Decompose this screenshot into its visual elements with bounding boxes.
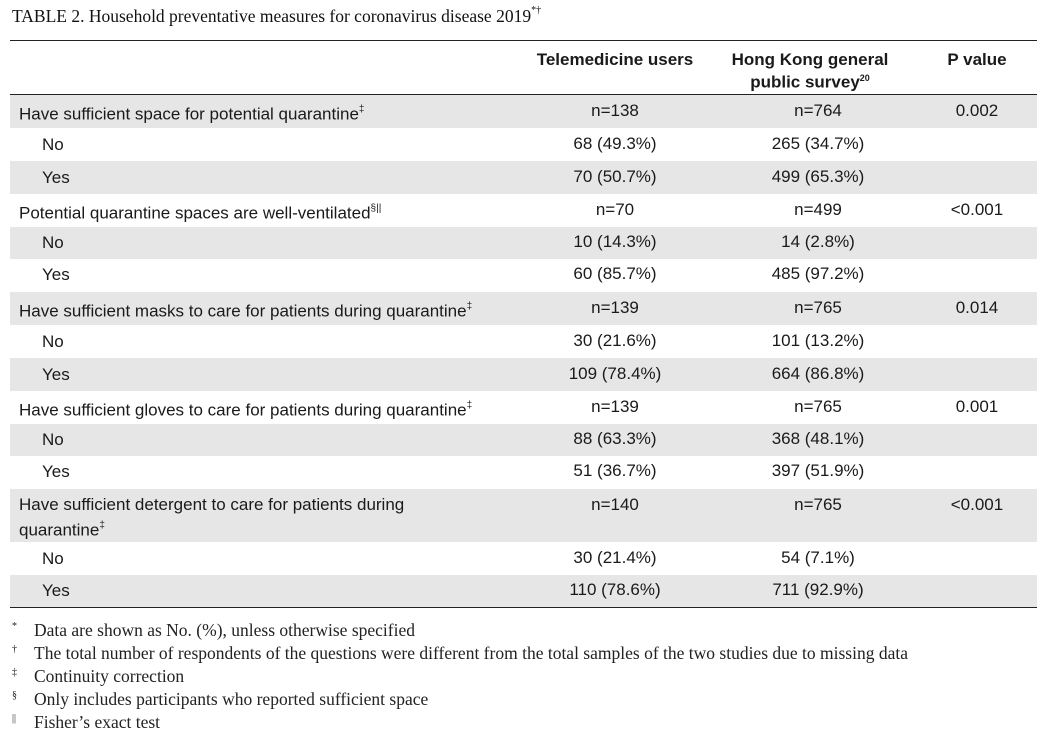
footnote-mark: ||: [12, 713, 17, 724]
cell-hk-survey: 368 (48.1%): [771, 429, 865, 448]
header-hk-line1: Hong Kong general: [731, 50, 889, 69]
table-row: Have sufficient gloves to care for patie…: [10, 391, 1037, 424]
table-row: Potential quarantine spaces are well-ven…: [10, 194, 1037, 227]
row-label: Have sufficient masks to care for patien…: [19, 301, 473, 321]
row-label: No: [42, 430, 64, 449]
table-row: No 30 (21.6%) 101 (13.2%): [10, 325, 1037, 358]
footnote-mark: †: [12, 644, 17, 655]
row-label: Have sufficient detergent to care for pa…: [19, 494, 404, 542]
header-hk-general-public: Hong Kong general public survey20: [712, 50, 908, 92]
table-row: Have sufficient masks to care for patien…: [10, 292, 1037, 325]
row-label: Yes: [42, 365, 70, 384]
footnote-text: Data are shown as No. (%), unless otherw…: [34, 620, 415, 640]
header-telemedicine-users: Telemedicine users: [536, 50, 694, 69]
cell-hk-survey: 265 (34.7%): [771, 134, 865, 153]
cell-telemedicine: 109 (78.4%): [568, 364, 662, 383]
bottom-rule: [10, 607, 1037, 608]
cell-telemedicine: 51 (36.7%): [573, 461, 657, 480]
cell-hk-survey: n=764: [794, 101, 842, 120]
table-row: Yes 60 (85.7%) 485 (97.2%): [10, 259, 1037, 292]
cell-hk-survey: n=765: [794, 298, 842, 317]
cell-telemedicine: 30 (21.6%): [573, 331, 657, 350]
table-row: Yes 70 (50.7%) 499 (65.3%): [10, 161, 1037, 194]
table-title: TABLE 2. Household preventative measures…: [12, 5, 542, 27]
cell-hk-survey: n=765: [794, 397, 842, 416]
cell-telemedicine: 68 (49.3%): [573, 134, 657, 153]
cell-telemedicine: n=138: [591, 101, 639, 120]
table-row: No 88 (63.3%) 368 (48.1%): [10, 424, 1037, 456]
row-label-line2: quarantine‡: [19, 520, 105, 540]
footnote-text: The total number of respondents of the q…: [34, 643, 908, 663]
cell-telemedicine: 60 (85.7%): [573, 264, 657, 283]
row-label: Yes: [42, 265, 70, 284]
header-p-value: P value: [947, 50, 1007, 69]
cell-telemedicine: n=139: [591, 298, 639, 317]
cell-hk-survey: 54 (7.1%): [781, 548, 855, 567]
footnote-text: Continuity correction: [34, 666, 185, 686]
cell-hk-survey: 14 (2.8%): [781, 232, 855, 251]
table-row: Yes 109 (78.4%) 664 (86.8%): [10, 358, 1037, 391]
title-footnote-marks: *†: [531, 5, 542, 17]
cell-hk-survey: 101 (13.2%): [771, 331, 865, 350]
table-row: Have sufficient detergent to care for pa…: [10, 489, 1037, 542]
table-row: Have sufficient space for potential quar…: [10, 95, 1037, 128]
table-row: No 30 (21.4%) 54 (7.1%): [10, 542, 1037, 575]
table-row: Yes 51 (36.7%) 397 (51.9%): [10, 456, 1037, 489]
footnote-mark: §: [12, 690, 17, 701]
cell-hk-survey: 397 (51.9%): [771, 461, 865, 480]
footnote-text: Fisher’s exact test: [34, 712, 161, 732]
cell-hk-survey: 485 (97.2%): [771, 264, 865, 283]
header-hk-line2: public survey20: [712, 69, 908, 92]
footnote-mark: *: [12, 621, 17, 632]
footnote-mark: ‡: [12, 667, 17, 678]
row-label: No: [42, 332, 64, 351]
cell-telemedicine: 10 (14.3%): [573, 232, 657, 251]
cell-telemedicine: n=139: [591, 397, 639, 416]
row-label: Have sufficient gloves to care for patie…: [19, 400, 473, 420]
cell-hk-survey: 499 (65.3%): [771, 167, 865, 186]
cell-p-value: 0.001: [955, 397, 999, 416]
cell-telemedicine: n=70: [595, 200, 635, 219]
row-label-line1: Have sufficient detergent to care for pa…: [19, 495, 405, 514]
cell-hk-survey: n=499: [794, 200, 842, 219]
cell-hk-survey: 711 (92.9%): [772, 580, 864, 599]
row-label: No: [42, 135, 64, 154]
footnote: § Only includes participants who reported…: [12, 689, 428, 710]
cell-telemedicine: 70 (50.7%): [573, 167, 657, 186]
row-label: Yes: [42, 581, 70, 600]
cell-telemedicine: 88 (63.3%): [573, 429, 657, 448]
cell-telemedicine: 110 (78.6%): [569, 580, 661, 599]
row-label: Potential quarantine spaces are well-ven…: [19, 203, 382, 223]
header-hk-ref: 20: [859, 73, 870, 83]
cell-hk-survey: n=765: [794, 495, 842, 514]
cell-p-value: 0.014: [955, 298, 999, 317]
table-row: Yes 110 (78.6%) 711 (92.9%): [10, 575, 1037, 607]
header-hk-line2-text: public survey: [750, 72, 860, 92]
cell-telemedicine: 30 (21.4%): [573, 548, 657, 567]
cell-p-value: <0.001: [950, 495, 1004, 514]
cell-hk-survey: 664 (86.8%): [771, 364, 865, 383]
cell-p-value: <0.001: [950, 200, 1004, 219]
footnote: ‡ Continuity correction: [12, 666, 184, 687]
table-row: No 68 (49.3%) 265 (34.7%): [10, 128, 1037, 161]
cell-p-value: 0.002: [955, 101, 999, 120]
table-title-text: TABLE 2. Household preventative measures…: [12, 6, 532, 26]
cell-telemedicine: n=140: [591, 495, 639, 514]
header-rule: [10, 94, 1037, 95]
row-label: Have sufficient space for potential quar…: [19, 104, 365, 124]
footnote: * Data are shown as No. (%), unless other…: [12, 620, 415, 641]
table-row: No 10 (14.3%) 14 (2.8%): [10, 227, 1037, 259]
footnote-text: Only includes participants who reported …: [34, 689, 429, 709]
top-rule: [10, 40, 1037, 41]
footnote: || Fisher’s exact test: [12, 712, 160, 733]
row-label: Yes: [42, 168, 70, 187]
row-label: Yes: [42, 462, 70, 481]
row-label: No: [42, 549, 64, 568]
row-label: No: [42, 233, 64, 252]
footnote: † The total number of respondents of the …: [12, 643, 908, 664]
